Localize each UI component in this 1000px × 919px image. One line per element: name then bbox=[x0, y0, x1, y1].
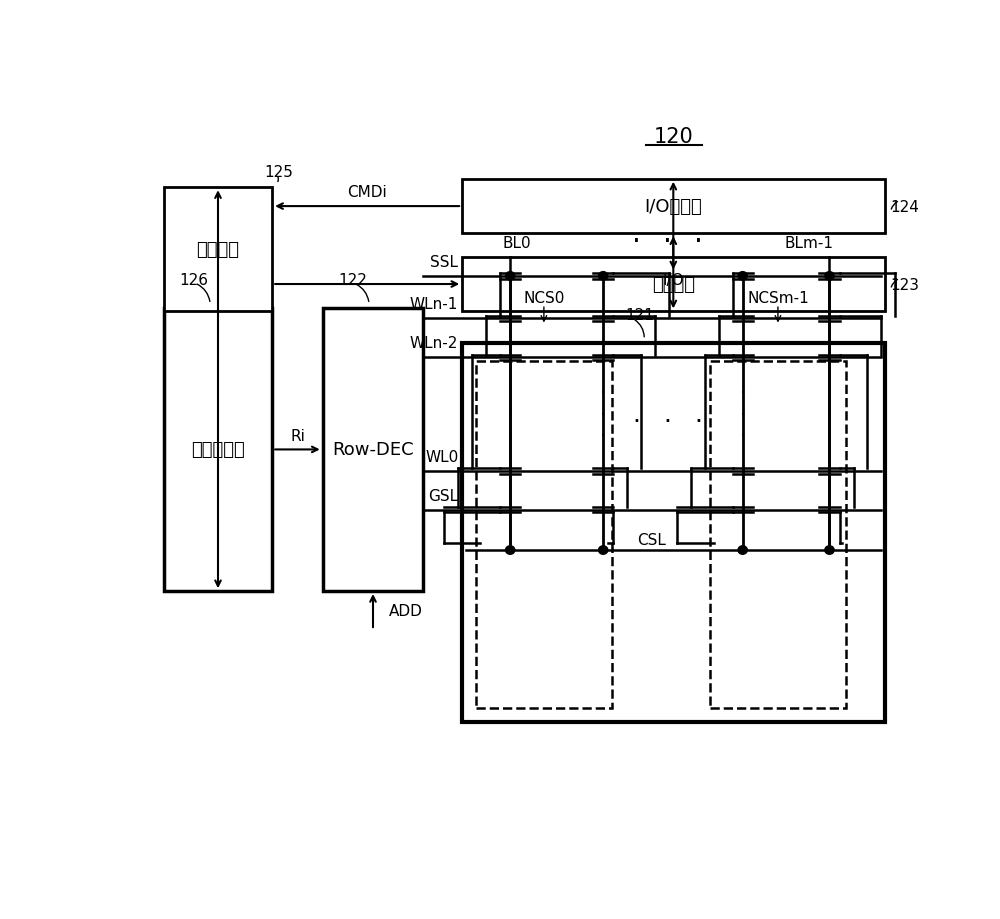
Circle shape bbox=[506, 546, 515, 555]
Text: WLn-2: WLn-2 bbox=[410, 335, 458, 351]
Circle shape bbox=[599, 272, 608, 281]
Text: ·: · bbox=[826, 405, 833, 424]
Text: ·: · bbox=[633, 410, 640, 434]
Text: ·: · bbox=[507, 426, 513, 446]
Circle shape bbox=[506, 272, 515, 281]
Bar bbox=[462, 344, 885, 722]
Text: ·: · bbox=[663, 228, 672, 255]
Text: ·: · bbox=[694, 228, 703, 255]
Circle shape bbox=[825, 272, 834, 281]
Text: CMDi: CMDi bbox=[347, 186, 387, 200]
Text: 120: 120 bbox=[654, 127, 694, 147]
Text: ·: · bbox=[664, 410, 672, 434]
Text: Ri: Ri bbox=[290, 428, 305, 443]
Text: ·: · bbox=[740, 405, 746, 424]
Text: ·: · bbox=[507, 384, 513, 403]
Text: ·: · bbox=[826, 426, 833, 446]
Text: GSL: GSL bbox=[428, 488, 458, 503]
Circle shape bbox=[599, 546, 608, 555]
Text: 121: 121 bbox=[625, 308, 654, 323]
Text: NCS0: NCS0 bbox=[523, 290, 565, 305]
Bar bbox=[164, 309, 272, 592]
Text: Row-DEC: Row-DEC bbox=[332, 441, 414, 459]
Text: ·: · bbox=[826, 384, 833, 403]
Text: CSL: CSL bbox=[638, 532, 666, 548]
Text: 126: 126 bbox=[179, 273, 208, 288]
Text: ·: · bbox=[740, 426, 746, 446]
Text: BLm-1: BLm-1 bbox=[784, 235, 833, 250]
Text: ·: · bbox=[600, 405, 606, 424]
Text: ·: · bbox=[632, 228, 641, 255]
Text: 页缓冲器: 页缓冲器 bbox=[652, 276, 695, 294]
Text: 123: 123 bbox=[891, 278, 920, 292]
Circle shape bbox=[825, 546, 834, 555]
Bar bbox=[710, 361, 846, 709]
Text: ADD: ADD bbox=[388, 604, 422, 618]
Text: SSL: SSL bbox=[430, 255, 458, 269]
Text: 125: 125 bbox=[264, 165, 293, 180]
Text: WL0: WL0 bbox=[425, 449, 458, 464]
Text: ·: · bbox=[694, 410, 702, 434]
Text: ·: · bbox=[740, 384, 746, 403]
Text: 122: 122 bbox=[338, 273, 367, 288]
Text: 124: 124 bbox=[891, 199, 920, 214]
Bar bbox=[462, 179, 885, 234]
Bar bbox=[164, 188, 272, 312]
Bar bbox=[462, 257, 885, 312]
Text: I/O: I/O bbox=[662, 273, 684, 288]
Text: ·: · bbox=[600, 426, 606, 446]
Text: WLn-1: WLn-1 bbox=[410, 297, 458, 312]
Circle shape bbox=[738, 272, 747, 281]
Text: 电压生成器: 电压生成器 bbox=[191, 441, 245, 459]
Text: ·: · bbox=[600, 384, 606, 403]
Text: NCSm-1: NCSm-1 bbox=[747, 290, 809, 305]
Bar bbox=[476, 361, 612, 709]
Text: 控制逻辑: 控制逻辑 bbox=[196, 241, 240, 259]
Text: ·: · bbox=[507, 405, 513, 424]
Text: I/O缓冲器: I/O缓冲器 bbox=[644, 198, 702, 216]
Bar bbox=[323, 309, 423, 592]
Circle shape bbox=[738, 546, 747, 555]
Text: BL0: BL0 bbox=[502, 235, 531, 250]
